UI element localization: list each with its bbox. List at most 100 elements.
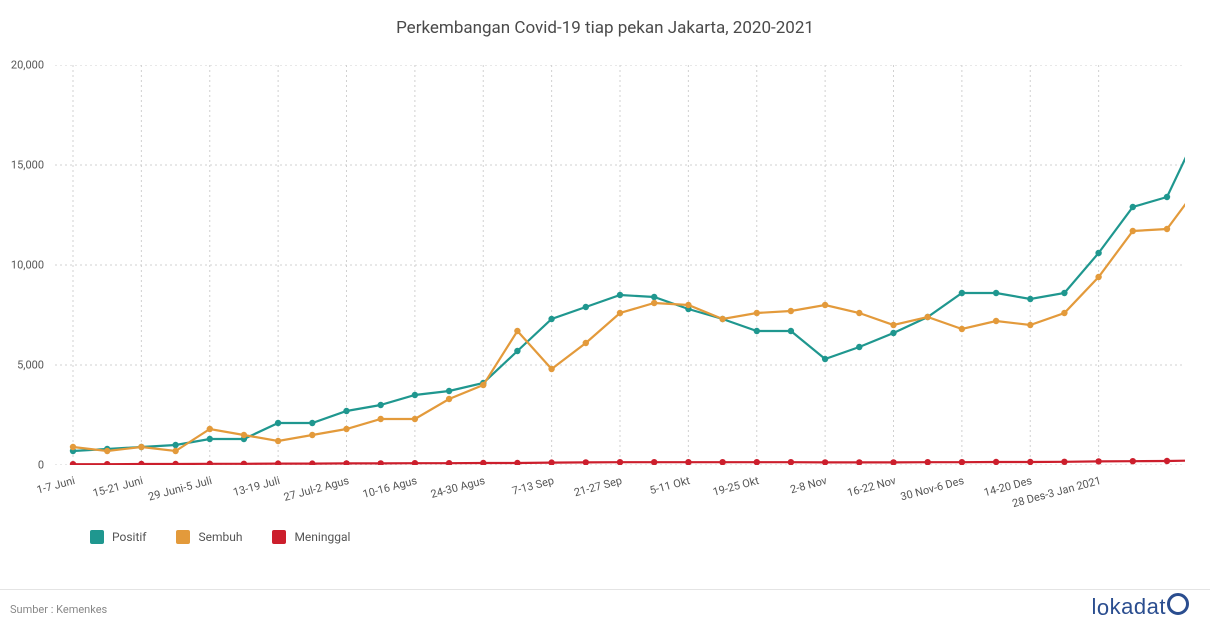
data-point[interactable]: [651, 294, 657, 300]
data-point[interactable]: [446, 388, 452, 394]
data-point[interactable]: [754, 310, 760, 316]
data-point[interactable]: [1164, 194, 1170, 200]
footer-divider: [0, 589, 1210, 590]
data-point[interactable]: [959, 459, 965, 465]
data-point[interactable]: [856, 459, 862, 465]
legend-item[interactable]: Sembuh: [176, 530, 242, 544]
data-point[interactable]: [993, 290, 999, 296]
data-point[interactable]: [1130, 204, 1136, 210]
data-point[interactable]: [583, 340, 589, 346]
data-point[interactable]: [617, 310, 623, 316]
data-point[interactable]: [172, 448, 178, 454]
data-point[interactable]: [959, 290, 965, 296]
data-point[interactable]: [548, 459, 554, 465]
data-point[interactable]: [275, 460, 281, 465]
data-point[interactable]: [788, 308, 794, 314]
data-point[interactable]: [172, 442, 178, 448]
data-point[interactable]: [788, 459, 794, 465]
data-point[interactable]: [514, 460, 520, 465]
data-point[interactable]: [685, 302, 691, 308]
data-point[interactable]: [138, 461, 144, 465]
data-point[interactable]: [241, 432, 247, 438]
data-point[interactable]: [822, 302, 828, 308]
data-point[interactable]: [890, 330, 896, 336]
data-point[interactable]: [1061, 310, 1067, 316]
data-point[interactable]: [959, 326, 965, 332]
x-tick-label: 30 Nov-6 Des: [899, 474, 965, 503]
data-point[interactable]: [1095, 274, 1101, 280]
data-point[interactable]: [1130, 458, 1136, 464]
data-point[interactable]: [514, 328, 520, 334]
chart-container: Perkembangan Covid-19 tiap pekan Jakarta…: [0, 0, 1210, 628]
data-point[interactable]: [890, 322, 896, 328]
data-point[interactable]: [309, 420, 315, 426]
data-point[interactable]: [446, 396, 452, 402]
x-tick-label: 7-13 Sep: [510, 474, 555, 498]
data-point[interactable]: [207, 461, 213, 465]
data-point[interactable]: [1027, 296, 1033, 302]
data-point[interactable]: [1095, 458, 1101, 464]
data-point[interactable]: [754, 328, 760, 334]
data-point[interactable]: [309, 460, 315, 465]
data-point[interactable]: [343, 408, 349, 414]
data-point[interactable]: [890, 459, 896, 465]
data-point[interactable]: [412, 460, 418, 465]
x-tick-label: 2-8 Nov: [789, 474, 829, 496]
data-point[interactable]: [480, 460, 486, 465]
data-point[interactable]: [1130, 228, 1136, 234]
data-point[interactable]: [70, 461, 76, 465]
data-point[interactable]: [856, 310, 862, 316]
data-point[interactable]: [378, 402, 384, 408]
data-point[interactable]: [1095, 250, 1101, 256]
data-point[interactable]: [1164, 226, 1170, 232]
data-point[interactable]: [617, 292, 623, 298]
data-point[interactable]: [309, 432, 315, 438]
data-point[interactable]: [719, 459, 725, 465]
data-point[interactable]: [719, 316, 725, 322]
data-point[interactable]: [993, 318, 999, 324]
data-point[interactable]: [378, 460, 384, 465]
data-point[interactable]: [412, 392, 418, 398]
legend-label: Positif: [112, 530, 146, 544]
data-point[interactable]: [104, 448, 110, 454]
data-point[interactable]: [275, 438, 281, 444]
legend-item[interactable]: Meninggal: [272, 530, 350, 544]
data-point[interactable]: [172, 461, 178, 465]
data-point[interactable]: [788, 328, 794, 334]
data-point[interactable]: [1164, 458, 1170, 464]
data-point[interactable]: [446, 460, 452, 465]
data-point[interactable]: [685, 459, 691, 465]
data-point[interactable]: [583, 304, 589, 310]
data-point[interactable]: [378, 416, 384, 422]
data-point[interactable]: [651, 459, 657, 465]
data-point[interactable]: [1061, 290, 1067, 296]
data-point[interactable]: [480, 382, 486, 388]
data-point[interactable]: [925, 459, 931, 465]
legend-item[interactable]: Positif: [90, 530, 146, 544]
data-point[interactable]: [925, 314, 931, 320]
data-point[interactable]: [822, 356, 828, 362]
data-point[interactable]: [138, 444, 144, 450]
data-point[interactable]: [1027, 459, 1033, 465]
data-point[interactable]: [1027, 322, 1033, 328]
data-point[interactable]: [1061, 459, 1067, 465]
data-point[interactable]: [104, 461, 110, 465]
data-point[interactable]: [856, 344, 862, 350]
data-point[interactable]: [993, 459, 999, 465]
data-point[interactable]: [275, 420, 281, 426]
data-point[interactable]: [70, 444, 76, 450]
data-point[interactable]: [207, 436, 213, 442]
data-point[interactable]: [548, 366, 554, 372]
data-point[interactable]: [822, 459, 828, 465]
data-point[interactable]: [514, 348, 520, 354]
data-point[interactable]: [651, 300, 657, 306]
data-point[interactable]: [343, 460, 349, 465]
data-point[interactable]: [412, 416, 418, 422]
data-point[interactable]: [241, 461, 247, 465]
data-point[interactable]: [754, 459, 760, 465]
data-point[interactable]: [207, 426, 213, 432]
data-point[interactable]: [343, 426, 349, 432]
data-point[interactable]: [583, 459, 589, 465]
data-point[interactable]: [617, 459, 623, 465]
data-point[interactable]: [548, 316, 554, 322]
